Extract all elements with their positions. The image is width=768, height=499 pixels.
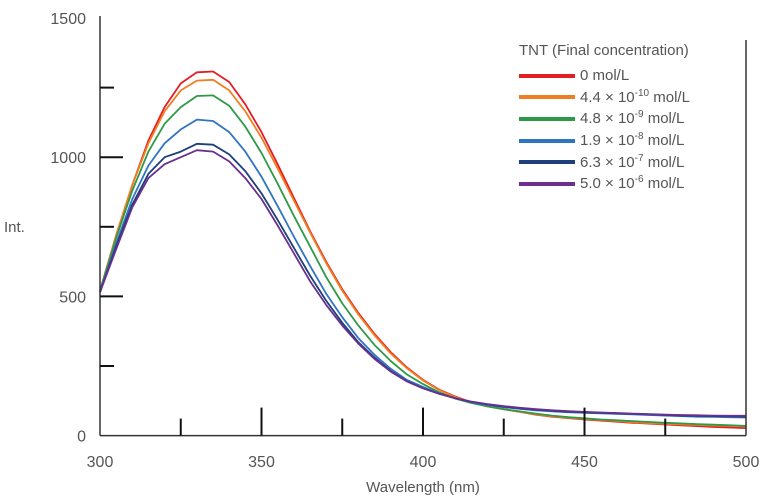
legend-item: 4.8 × 10-9 mol/L: [519, 108, 690, 130]
legend-item: 5.0 × 10-6 mol/L: [519, 173, 690, 195]
series-line-5: [99, 149, 746, 417]
legend-swatch: [519, 138, 575, 143]
legend-label: 5.0 × 10-6 mol/L: [580, 174, 685, 193]
legend-label: 1.9 × 10-8 mol/L: [580, 131, 685, 150]
legend-label: 6.3 × 10-7 mol/L: [580, 152, 685, 171]
x-tick-label: 500: [733, 454, 760, 471]
legend-rows: 0 mol/L 4.4 × 10-10 mol/L 4.8 × 10-9 mol/L…: [519, 65, 690, 195]
x-tick-label: 300: [87, 454, 114, 471]
legend-swatch: [519, 160, 575, 165]
y-tick-label: 500: [59, 289, 86, 306]
axes-layer: [99, 16, 747, 437]
x-tick-label: 400: [410, 454, 437, 471]
legend-swatch: [519, 95, 575, 100]
legend-swatch: [519, 181, 575, 186]
legend-swatch: [519, 116, 575, 121]
legend: TNT (Final concentration) 0 mol/L 4.4 × 1…: [519, 42, 690, 195]
x-tick-label: 450: [571, 454, 598, 471]
y-axis-label: Int.: [4, 219, 25, 236]
labels-layer: 300 350 400 450 500 0 500 1000 1500 Wavelength (n…: [4, 11, 759, 496]
y-tick-label: 0: [77, 429, 86, 446]
y-tick-label: 1000: [50, 150, 86, 167]
legend-item: 6.3 × 10-7 mol/L: [519, 151, 690, 173]
legend-title: TNT (Final concentration): [519, 42, 689, 59]
legend-label: 4.4 × 10-10 mol/L: [580, 87, 690, 106]
series-line-1: [99, 78, 747, 427]
x-axis-label: Wavelength (nm): [366, 479, 480, 496]
legend-item: 4.4 × 10-10 mol/L: [519, 87, 690, 109]
series-line-2: [99, 94, 747, 427]
legend-item: 0 mol/L: [519, 65, 690, 87]
series-layer: [99, 70, 747, 429]
legend-label: 4.8 × 10-9 mol/L: [580, 109, 685, 128]
legend-item: 1.9 × 10-8 mol/L: [519, 130, 690, 152]
legend-swatch: [519, 73, 575, 78]
legend-label: 0 mol/L: [580, 67, 630, 85]
x-tick-label: 350: [248, 454, 275, 471]
y-tick-label: 1500: [50, 11, 86, 28]
